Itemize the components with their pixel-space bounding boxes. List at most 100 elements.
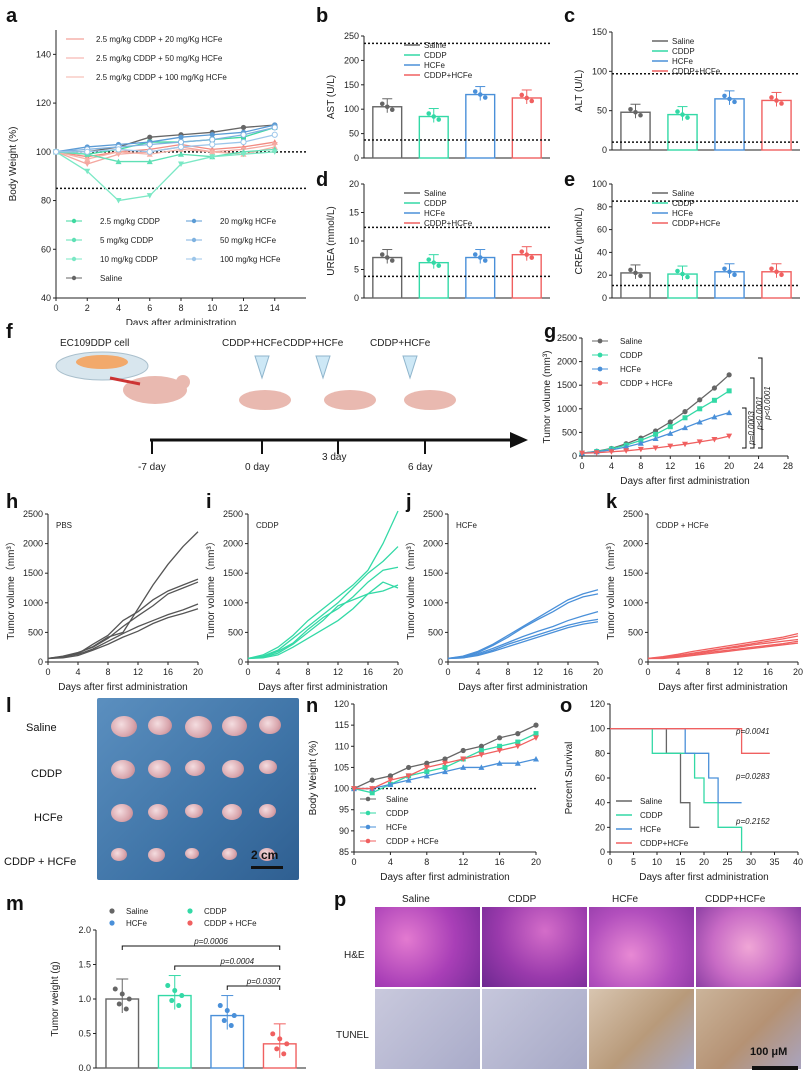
chart-i: 0 500 1000 1500 2000 2500 0 4 8 12 16 20 Tumor volum… bbox=[205, 509, 403, 693]
p-value: p=0.0004 bbox=[219, 957, 254, 966]
series-a-point bbox=[240, 151, 247, 158]
data-point bbox=[628, 106, 633, 112]
series-a-point bbox=[115, 198, 122, 204]
y-axis-title: Tumor volume (mm³) bbox=[542, 351, 553, 444]
data-point bbox=[529, 255, 535, 260]
injection-1: CDDP+HCFe bbox=[222, 338, 291, 410]
legend-label: CDDP bbox=[424, 51, 447, 60]
chart-k: 0 500 1000 1500 2000 2500 0 4 8 12 16 20 Tumor volum… bbox=[605, 509, 803, 693]
y-tick-label: 1500 bbox=[623, 568, 643, 578]
panel-m-label: m bbox=[6, 893, 24, 915]
tumor-sample bbox=[259, 716, 281, 734]
series-a-point bbox=[84, 148, 91, 155]
injection-2-label: CDDP+HCFe bbox=[283, 338, 344, 349]
panel-e-label: e bbox=[564, 169, 575, 191]
series-i-line bbox=[247, 566, 399, 660]
series-g-point bbox=[711, 397, 717, 403]
series-n-point bbox=[442, 760, 448, 767]
legend-label: CDDP + HCFe bbox=[620, 379, 673, 388]
legend-label: CDDP+HCFe bbox=[672, 219, 721, 228]
legend-marker bbox=[109, 920, 115, 926]
data-point bbox=[680, 112, 685, 117]
x-tick-label: 25 bbox=[722, 857, 732, 867]
legend-marker bbox=[191, 256, 197, 262]
he-stain-image bbox=[696, 907, 801, 987]
x-tick-label: 2 bbox=[85, 303, 90, 313]
series-a-point bbox=[178, 134, 184, 140]
y-tick-label: 20 bbox=[349, 179, 359, 189]
legend-marker bbox=[597, 380, 603, 386]
injection-1-label: CDDP+HCFe bbox=[222, 338, 283, 349]
x-tick-label: 30 bbox=[746, 857, 756, 867]
y-axis-title: ALT (U/L) bbox=[574, 70, 585, 112]
x-tick-label: 5 bbox=[631, 857, 636, 867]
series-a-point bbox=[240, 138, 247, 146]
survival-curve bbox=[610, 728, 770, 754]
series-n-point bbox=[478, 764, 485, 770]
legend-marker bbox=[187, 920, 193, 926]
data-point bbox=[779, 272, 784, 278]
data-point bbox=[769, 266, 774, 272]
y-tick-label: 120 bbox=[334, 699, 349, 709]
y-tick-label: 2500 bbox=[223, 509, 243, 519]
x-tick-label: 4 bbox=[116, 303, 121, 313]
panel-d-label: d bbox=[316, 169, 328, 191]
legend-label: HCFe bbox=[386, 823, 407, 832]
data-point bbox=[270, 1031, 276, 1037]
series-g-point bbox=[726, 388, 732, 394]
y-tick-label: 0 bbox=[438, 657, 443, 667]
series-j-line bbox=[447, 593, 599, 660]
data-point bbox=[431, 260, 437, 265]
x-axis-title: Days after first administration bbox=[380, 872, 510, 883]
y-tick-label: 0 bbox=[238, 657, 243, 667]
series-a-point bbox=[177, 143, 185, 151]
series-a-point bbox=[115, 146, 122, 153]
panel-i: i 0 500 1000 1500 2000 2500 0 4 8 12 16 20 Tumor vol… bbox=[205, 491, 403, 693]
x-tick-label: 12 bbox=[733, 667, 743, 677]
series-i-line bbox=[247, 510, 399, 660]
x-axis-title: Days after first administration bbox=[658, 682, 788, 693]
chart-e: 0 20 40 60 80 100 CREA (μmol/L) SalineCDDPHCFeC… bbox=[574, 179, 800, 303]
x-tick-label: 20 bbox=[724, 461, 734, 471]
x-axis-title: Days after first administration bbox=[58, 682, 188, 693]
series-a-point bbox=[84, 168, 91, 175]
data-point bbox=[384, 255, 390, 260]
y-axis-title: AST (U/L) bbox=[326, 75, 337, 119]
x-tick-label: 10 bbox=[652, 857, 662, 867]
histo-row-label: TUNEL bbox=[336, 1030, 369, 1041]
legend-label: HCFe bbox=[424, 61, 445, 70]
tumor-sample bbox=[185, 804, 203, 818]
series-n-point bbox=[515, 739, 521, 745]
y-tick-label: 500 bbox=[428, 627, 443, 637]
data-point bbox=[284, 1041, 290, 1047]
x-tick-label: 0 bbox=[53, 303, 58, 313]
series-a-point bbox=[209, 141, 216, 148]
y-tick-label: 1000 bbox=[423, 598, 443, 608]
tube-icon bbox=[402, 355, 418, 380]
data-point bbox=[675, 268, 680, 274]
x-tick-label: 8 bbox=[705, 667, 710, 677]
panel-b: b 0 50 100 150 200 250 AST (U/L) SalineCDDPHCFe… bbox=[316, 5, 550, 163]
y-tick-label: 200 bbox=[344, 55, 359, 65]
series-g-point bbox=[711, 436, 718, 443]
tunel-stain-image bbox=[482, 989, 587, 1069]
y-tick-label: 1000 bbox=[23, 598, 43, 608]
data-point bbox=[779, 101, 784, 106]
survival-curve bbox=[610, 728, 700, 828]
panel-p: p Saline CDDP HCFe CDDP+HCFe H&E TUNEL bbox=[334, 889, 766, 1041]
panel-k: k 0 500 1000 1500 2000 2500 0 4 8 12 16 20 Tumor vol… bbox=[605, 491, 803, 693]
y-tick-label: 1500 bbox=[23, 568, 43, 578]
y-tick-label: 1500 bbox=[223, 568, 243, 578]
chart-d: 0 5 10 15 20 UREA (mmol/L) SalineCDDPHCFeCDDP+… bbox=[326, 179, 550, 303]
histo-col-label: CDDP+HCFe bbox=[705, 894, 766, 905]
y-tick-label: 1000 bbox=[557, 404, 577, 414]
he-stain-image bbox=[589, 907, 694, 987]
legend-label: 2.5 mg/kg CDDP + 50 mg/Kg HCFe bbox=[96, 54, 223, 63]
legend-label: HCFe bbox=[126, 919, 147, 928]
series-a-line bbox=[55, 124, 275, 153]
x-tick-label: 40 bbox=[793, 857, 803, 867]
significance-bracket bbox=[226, 985, 281, 990]
y-tick-label: 150 bbox=[592, 27, 607, 37]
series-a-point bbox=[240, 131, 247, 138]
series-h-line bbox=[47, 603, 199, 660]
